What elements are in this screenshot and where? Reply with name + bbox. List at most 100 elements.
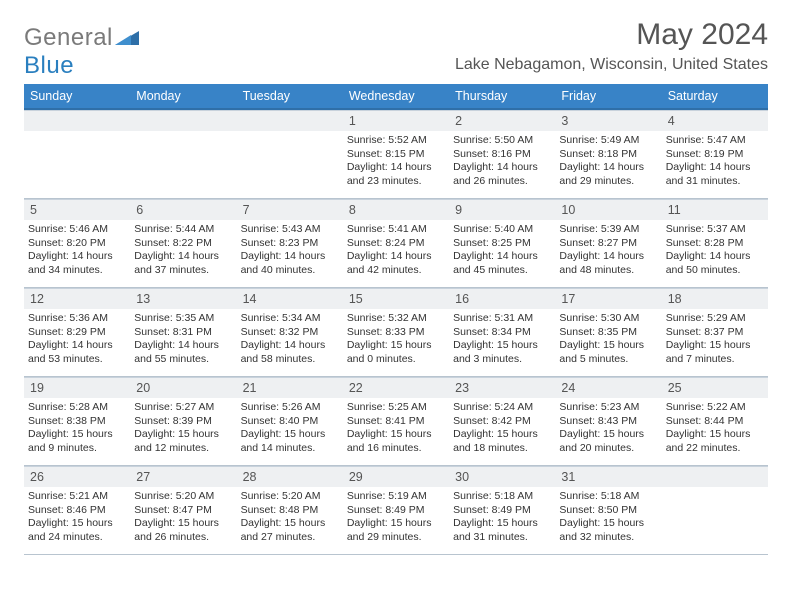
logo-text-general: General [24,24,113,51]
calendar-day-cell: 7Sunrise: 5:43 AMSunset: 8:23 PMDaylight… [237,199,343,288]
day-number: 29 [343,466,449,487]
calendar-day-cell: 25Sunrise: 5:22 AMSunset: 8:44 PMDayligh… [662,377,768,466]
weekday-header: Saturday [662,84,768,109]
calendar-week-row: 19Sunrise: 5:28 AMSunset: 8:38 PMDayligh… [24,377,768,466]
day-number: 10 [555,199,661,220]
day-details: Sunrise: 5:52 AMSunset: 8:15 PMDaylight:… [343,131,449,189]
calendar-week-row: 26Sunrise: 5:21 AMSunset: 8:46 PMDayligh… [24,466,768,555]
day-details: Sunrise: 5:44 AMSunset: 8:22 PMDaylight:… [130,220,236,278]
calendar-day-cell: 6Sunrise: 5:44 AMSunset: 8:22 PMDaylight… [130,199,236,288]
day-number: 28 [237,466,343,487]
calendar-day-cell [24,109,130,199]
day-details: Sunrise: 5:22 AMSunset: 8:44 PMDaylight:… [662,398,768,456]
day-number: 15 [343,288,449,309]
calendar-day-cell: 10Sunrise: 5:39 AMSunset: 8:27 PMDayligh… [555,199,661,288]
logo-triangle-icon [115,29,139,45]
day-details: Sunrise: 5:18 AMSunset: 8:50 PMDaylight:… [555,487,661,545]
calendar-week-row: 1Sunrise: 5:52 AMSunset: 8:15 PMDaylight… [24,109,768,199]
calendar-day-cell: 20Sunrise: 5:27 AMSunset: 8:39 PMDayligh… [130,377,236,466]
day-details: Sunrise: 5:39 AMSunset: 8:27 PMDaylight:… [555,220,661,278]
day-number: 23 [449,377,555,398]
day-details: Sunrise: 5:21 AMSunset: 8:46 PMDaylight:… [24,487,130,545]
day-details: Sunrise: 5:29 AMSunset: 8:37 PMDaylight:… [662,309,768,367]
day-details: Sunrise: 5:24 AMSunset: 8:42 PMDaylight:… [449,398,555,456]
day-details: Sunrise: 5:34 AMSunset: 8:32 PMDaylight:… [237,309,343,367]
day-details: Sunrise: 5:19 AMSunset: 8:49 PMDaylight:… [343,487,449,545]
day-number: 4 [662,110,768,131]
calendar-day-cell: 24Sunrise: 5:23 AMSunset: 8:43 PMDayligh… [555,377,661,466]
day-details: Sunrise: 5:26 AMSunset: 8:40 PMDaylight:… [237,398,343,456]
calendar-day-cell: 4Sunrise: 5:47 AMSunset: 8:19 PMDaylight… [662,109,768,199]
day-number-empty [237,110,343,131]
day-number: 31 [555,466,661,487]
weekday-header: Tuesday [237,84,343,109]
calendar-day-cell: 31Sunrise: 5:18 AMSunset: 8:50 PMDayligh… [555,466,661,555]
day-details: Sunrise: 5:20 AMSunset: 8:47 PMDaylight:… [130,487,236,545]
day-details: Sunrise: 5:31 AMSunset: 8:34 PMDaylight:… [449,309,555,367]
day-details: Sunrise: 5:37 AMSunset: 8:28 PMDaylight:… [662,220,768,278]
calendar-day-cell: 5Sunrise: 5:46 AMSunset: 8:20 PMDaylight… [24,199,130,288]
day-number: 19 [24,377,130,398]
day-details: Sunrise: 5:40 AMSunset: 8:25 PMDaylight:… [449,220,555,278]
day-number: 1 [343,110,449,131]
day-number: 3 [555,110,661,131]
day-number: 25 [662,377,768,398]
day-details: Sunrise: 5:43 AMSunset: 8:23 PMDaylight:… [237,220,343,278]
day-number: 12 [24,288,130,309]
calendar-day-cell: 26Sunrise: 5:21 AMSunset: 8:46 PMDayligh… [24,466,130,555]
calendar-day-cell: 30Sunrise: 5:18 AMSunset: 8:49 PMDayligh… [449,466,555,555]
calendar-day-cell: 18Sunrise: 5:29 AMSunset: 8:37 PMDayligh… [662,288,768,377]
day-number: 17 [555,288,661,309]
calendar-day-cell [237,109,343,199]
calendar-day-cell: 17Sunrise: 5:30 AMSunset: 8:35 PMDayligh… [555,288,661,377]
calendar-day-cell: 12Sunrise: 5:36 AMSunset: 8:29 PMDayligh… [24,288,130,377]
day-number: 11 [662,199,768,220]
calendar-day-cell: 29Sunrise: 5:19 AMSunset: 8:49 PMDayligh… [343,466,449,555]
day-number: 21 [237,377,343,398]
day-details: Sunrise: 5:23 AMSunset: 8:43 PMDaylight:… [555,398,661,456]
weekday-header: Friday [555,84,661,109]
weekday-header: Wednesday [343,84,449,109]
day-number: 26 [24,466,130,487]
logo-text-blue: Blue [24,52,74,79]
day-details: Sunrise: 5:27 AMSunset: 8:39 PMDaylight:… [130,398,236,456]
calendar-day-cell: 2Sunrise: 5:50 AMSunset: 8:16 PMDaylight… [449,109,555,199]
day-details: Sunrise: 5:18 AMSunset: 8:49 PMDaylight:… [449,487,555,545]
header: General Blue May 2024 Lake Nebagamon, Wi… [24,18,768,84]
calendar-week-row: 12Sunrise: 5:36 AMSunset: 8:29 PMDayligh… [24,288,768,377]
day-details: Sunrise: 5:36 AMSunset: 8:29 PMDaylight:… [24,309,130,367]
title-block: May 2024 Lake Nebagamon, Wisconsin, Unit… [455,18,768,84]
calendar-day-cell: 14Sunrise: 5:34 AMSunset: 8:32 PMDayligh… [237,288,343,377]
day-number: 16 [449,288,555,309]
weekday-header: Monday [130,84,236,109]
day-number: 13 [130,288,236,309]
day-number: 9 [449,199,555,220]
day-number: 24 [555,377,661,398]
calendar-day-cell [662,466,768,555]
weekday-header-row: SundayMondayTuesdayWednesdayThursdayFrid… [24,84,768,109]
calendar-day-cell: 16Sunrise: 5:31 AMSunset: 8:34 PMDayligh… [449,288,555,377]
day-details: Sunrise: 5:49 AMSunset: 8:18 PMDaylight:… [555,131,661,189]
day-number-empty [24,110,130,131]
day-number: 30 [449,466,555,487]
calendar-day-cell: 21Sunrise: 5:26 AMSunset: 8:40 PMDayligh… [237,377,343,466]
day-number-empty [130,110,236,131]
day-details: Sunrise: 5:35 AMSunset: 8:31 PMDaylight:… [130,309,236,367]
day-details: Sunrise: 5:20 AMSunset: 8:48 PMDaylight:… [237,487,343,545]
weekday-header: Thursday [449,84,555,109]
day-number: 7 [237,199,343,220]
day-number: 8 [343,199,449,220]
weekday-header: Sunday [24,84,130,109]
calendar-day-cell [130,109,236,199]
day-details: Sunrise: 5:46 AMSunset: 8:20 PMDaylight:… [24,220,130,278]
calendar-week-row: 5Sunrise: 5:46 AMSunset: 8:20 PMDaylight… [24,199,768,288]
day-details: Sunrise: 5:32 AMSunset: 8:33 PMDaylight:… [343,309,449,367]
calendar-day-cell: 28Sunrise: 5:20 AMSunset: 8:48 PMDayligh… [237,466,343,555]
day-number: 6 [130,199,236,220]
day-number: 20 [130,377,236,398]
day-details: Sunrise: 5:30 AMSunset: 8:35 PMDaylight:… [555,309,661,367]
calendar-day-cell: 11Sunrise: 5:37 AMSunset: 8:28 PMDayligh… [662,199,768,288]
calendar-day-cell: 15Sunrise: 5:32 AMSunset: 8:33 PMDayligh… [343,288,449,377]
day-number: 18 [662,288,768,309]
day-number: 14 [237,288,343,309]
